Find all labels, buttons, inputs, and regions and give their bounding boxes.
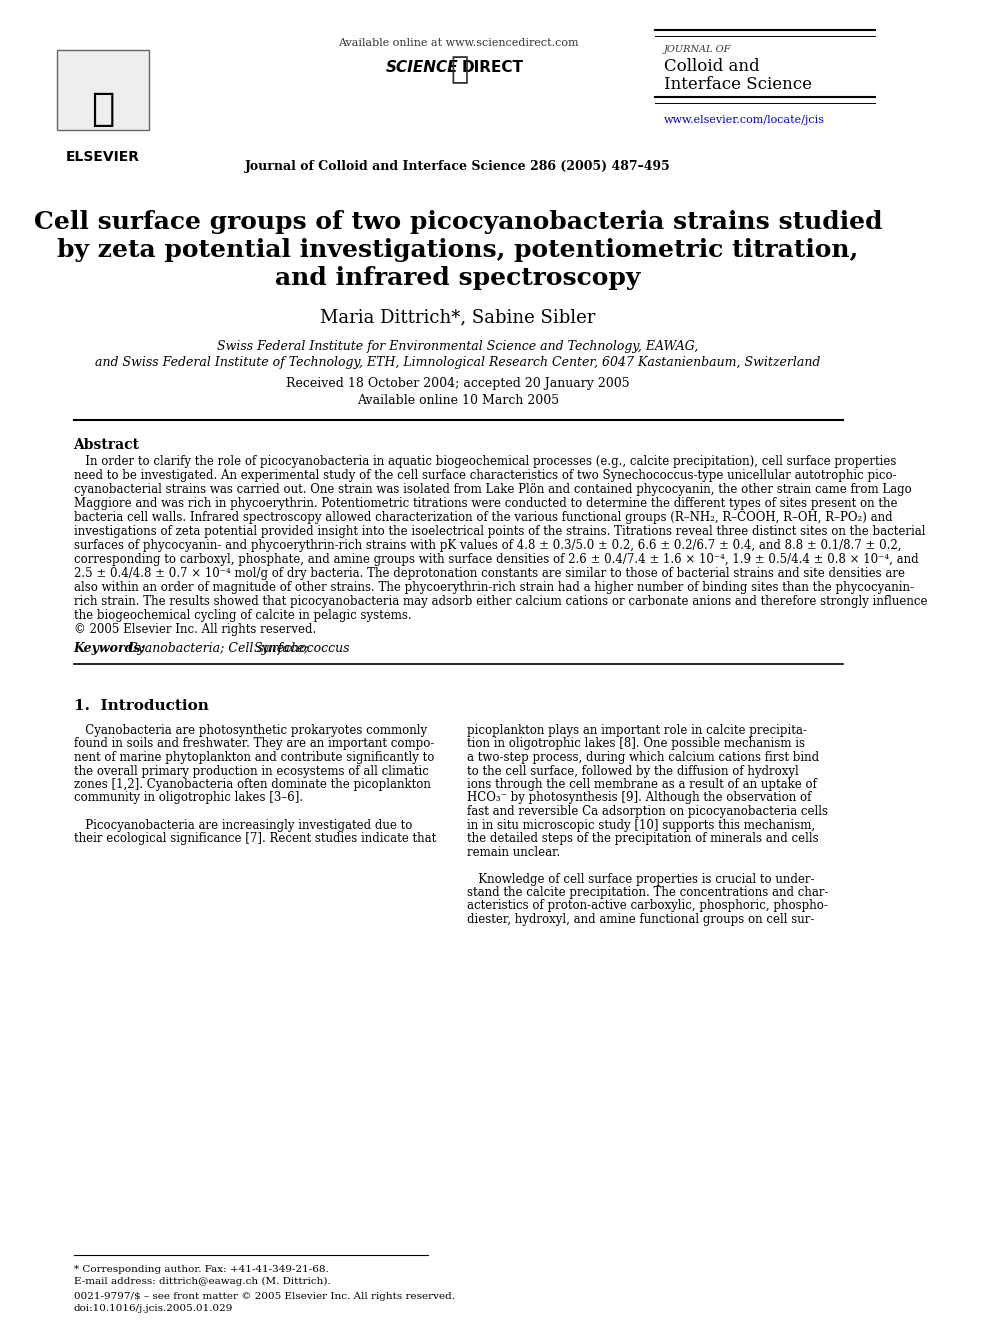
Text: the biogeochemical cycling of calcite in pelagic systems.: the biogeochemical cycling of calcite in… [73, 609, 412, 622]
Text: Synechococcus: Synechococcus [253, 642, 349, 655]
Text: the detailed steps of the precipitation of minerals and cells: the detailed steps of the precipitation … [466, 832, 818, 845]
Text: ions through the cell membrane as a result of an uptake of: ions through the cell membrane as a resu… [466, 778, 816, 791]
Text: Picocyanobacteria are increasingly investigated due to: Picocyanobacteria are increasingly inves… [73, 819, 412, 831]
Text: Cell surface groups of two picocyanobacteria strains studied: Cell surface groups of two picocyanobact… [34, 210, 882, 234]
Text: need to be investigated. An experimental study of the cell surface characteristi: need to be investigated. An experimental… [73, 468, 896, 482]
Text: the overall primary production in ecosystems of all climatic: the overall primary production in ecosys… [73, 765, 429, 778]
Text: 1.  Introduction: 1. Introduction [73, 699, 208, 713]
Text: Abstract: Abstract [73, 438, 140, 452]
Text: also within an order of magnitude of other strains. The phycoerythrin-rich strai: also within an order of magnitude of oth… [73, 581, 914, 594]
Text: by zeta potential investigations, potentiometric titration,: by zeta potential investigations, potent… [58, 238, 859, 262]
Text: Maria Dittrich*, Sabine Sibler: Maria Dittrich*, Sabine Sibler [320, 308, 596, 325]
Text: to the cell surface, followed by the diffusion of hydroxyl: to the cell surface, followed by the dif… [466, 765, 799, 778]
Text: Interface Science: Interface Science [664, 75, 811, 93]
Text: and infrared spectroscopy: and infrared spectroscopy [276, 266, 641, 290]
Text: Journal of Colloid and Interface Science 286 (2005) 487–495: Journal of Colloid and Interface Science… [245, 160, 671, 173]
Text: and Swiss Federal Institute of Technology, ETH, Limnological Research Center, 60: and Swiss Federal Institute of Technolog… [95, 356, 820, 369]
Text: acteristics of proton-active carboxylic, phosphoric, phospho-: acteristics of proton-active carboxylic,… [466, 900, 827, 913]
Text: Maggiore and was rich in phycoerythrin. Potentiometric titrations were conducted: Maggiore and was rich in phycoerythrin. … [73, 497, 897, 509]
Text: picoplankton plays an important role in calcite precipita-: picoplankton plays an important role in … [466, 724, 806, 737]
Text: a two-step process, during which calcium cations first bind: a two-step process, during which calcium… [466, 751, 818, 763]
Text: 0021-9797/$ – see front matter © 2005 Elsevier Inc. All rights reserved.: 0021-9797/$ – see front matter © 2005 El… [73, 1293, 454, 1301]
Text: Knowledge of cell surface properties is crucial to under-: Knowledge of cell surface properties is … [466, 872, 814, 885]
Text: zones [1,2]. Cyanobacteria often dominate the picoplankton: zones [1,2]. Cyanobacteria often dominat… [73, 778, 431, 791]
Text: Colloid and: Colloid and [664, 58, 760, 75]
Text: JOURNAL OF: JOURNAL OF [664, 45, 731, 54]
Text: cyanobacterial strains was carried out. One strain was isolated from Lake Plön a: cyanobacterial strains was carried out. … [73, 483, 912, 496]
Text: rich strain. The results showed that picocyanobacteria may adsorb either calcium: rich strain. The results showed that pic… [73, 595, 928, 609]
Text: DIRECT: DIRECT [461, 60, 524, 75]
Text: surfaces of phycocyanin- and phycoerythrin-rich strains with pK values of 4.8 ± : surfaces of phycocyanin- and phycoerythr… [73, 538, 901, 552]
Text: stand the calcite precipitation. The concentrations and char-: stand the calcite precipitation. The con… [466, 886, 828, 900]
Text: Cyanobacteria; Cell surface;: Cyanobacteria; Cell surface; [128, 642, 312, 655]
Text: Cyanobacteria are photosynthetic prokaryotes commonly: Cyanobacteria are photosynthetic prokary… [73, 724, 427, 737]
Text: In order to clarify the role of picocyanobacteria in aquatic biogeochemical proc: In order to clarify the role of picocyan… [73, 455, 896, 468]
Text: www.elsevier.com/locate/jcis: www.elsevier.com/locate/jcis [664, 115, 824, 124]
Text: fast and reversible Ca adsorption on picocyanobacteria cells: fast and reversible Ca adsorption on pic… [466, 804, 827, 818]
Text: ELSEVIER: ELSEVIER [66, 149, 140, 164]
Text: their ecological significance [7]. Recent studies indicate that: their ecological significance [7]. Recen… [73, 832, 435, 845]
FancyBboxPatch shape [57, 50, 150, 130]
Text: remain unclear.: remain unclear. [466, 845, 559, 859]
Text: in in situ microscopic study [10] supports this mechanism,: in in situ microscopic study [10] suppor… [466, 819, 814, 831]
Text: nent of marine phytoplankton and contribute significantly to: nent of marine phytoplankton and contrib… [73, 751, 434, 763]
Text: HCO₃⁻ by photosynthesis [9]. Although the observation of: HCO₃⁻ by photosynthesis [9]. Although th… [466, 791, 810, 804]
Text: 2.5 ± 0.4/4.8 ± 0.7 × 10⁻⁴ mol/g of dry bacteria. The deprotonation constants ar: 2.5 ± 0.4/4.8 ± 0.7 × 10⁻⁴ mol/g of dry … [73, 568, 905, 579]
Text: community in oligotrophic lakes [3–6].: community in oligotrophic lakes [3–6]. [73, 791, 303, 804]
Text: diester, hydroxyl, and amine functional groups on cell sur-: diester, hydroxyl, and amine functional … [466, 913, 813, 926]
Text: corresponding to carboxyl, phosphate, and amine groups with surface densities of: corresponding to carboxyl, phosphate, an… [73, 553, 919, 566]
Text: tion in oligotrophic lakes [8]. One possible mechanism is: tion in oligotrophic lakes [8]. One poss… [466, 737, 805, 750]
Text: investigations of zeta potential provided insight into the isoelectrical points : investigations of zeta potential provide… [73, 525, 926, 538]
Text: 🌿: 🌿 [91, 90, 115, 128]
Text: doi:10.1016/j.jcis.2005.01.029: doi:10.1016/j.jcis.2005.01.029 [73, 1304, 233, 1312]
Text: Available online at www.sciencedirect.com: Available online at www.sciencedirect.co… [337, 38, 578, 48]
Text: Available online 10 March 2005: Available online 10 March 2005 [357, 394, 559, 407]
Text: Keywords:: Keywords: [73, 642, 150, 655]
Text: SCIENCE: SCIENCE [386, 60, 458, 75]
Text: * Corresponding author. Fax: +41-41-349-21-68.: * Corresponding author. Fax: +41-41-349-… [73, 1265, 328, 1274]
Text: E-mail address: dittrich@eawag.ch (M. Dittrich).: E-mail address: dittrich@eawag.ch (M. Di… [73, 1277, 330, 1286]
Text: Received 18 October 2004; accepted 20 January 2005: Received 18 October 2004; accepted 20 Ja… [287, 377, 630, 390]
Text: found in soils and freshwater. They are an important compo-: found in soils and freshwater. They are … [73, 737, 434, 750]
Text: ⓐ: ⓐ [450, 56, 469, 83]
Text: © 2005 Elsevier Inc. All rights reserved.: © 2005 Elsevier Inc. All rights reserved… [73, 623, 315, 636]
Text: bacteria cell walls. Infrared spectroscopy allowed characterization of the vario: bacteria cell walls. Infrared spectrosco… [73, 511, 892, 524]
Text: Swiss Federal Institute for Environmental Science and Technology, EAWAG,: Swiss Federal Institute for Environmenta… [217, 340, 698, 353]
